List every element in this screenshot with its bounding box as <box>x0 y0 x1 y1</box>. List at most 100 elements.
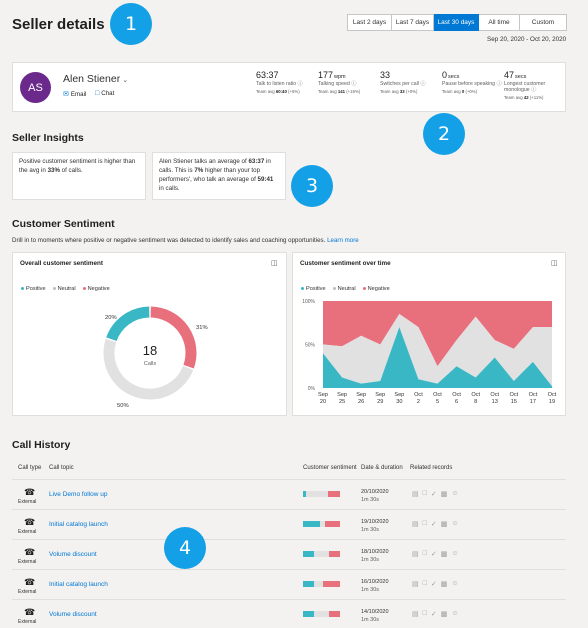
note-icon[interactable]: □ <box>422 610 427 617</box>
col-date[interactable]: Date & duration <box>361 465 403 471</box>
record-icon[interactable]: ▤ <box>412 491 419 498</box>
call-type: External <box>18 589 37 595</box>
donut-label-negative: 31% <box>196 325 208 331</box>
donut-center-label: Calls <box>144 361 156 367</box>
y-tick-label: 100% <box>302 299 315 305</box>
range-last-2-days[interactable]: Last 2 days <box>347 14 392 31</box>
note-icon[interactable]: □ <box>422 580 427 587</box>
chevron-down-icon[interactable]: ⌄ <box>122 77 129 84</box>
contact-icon[interactable]: ☺ <box>451 610 459 617</box>
phone-icon: ☎ <box>24 547 36 557</box>
contact-icon[interactable]: ☺ <box>451 520 459 527</box>
sentiment-negative <box>328 491 340 497</box>
info-icon: ⓘ <box>420 81 426 87</box>
metric-team-avg: Team avg 33 (+0%) <box>380 89 418 95</box>
seller-name-text: Alen Stiener <box>63 73 121 85</box>
call-topic-link[interactable]: Volume discount <box>49 611 97 618</box>
learn-more-link[interactable]: Learn more <box>327 237 359 244</box>
sentiment-neutral <box>314 581 324 587</box>
sentiment-over-time-card: Customer sentiment over time ◫ Positive … <box>292 252 566 416</box>
sentiment-negative <box>328 611 340 617</box>
task-icon[interactable]: ✓ <box>430 611 437 618</box>
donut-slice-positive <box>106 306 150 342</box>
metric-team-avg: Team avg 0 (+0%) <box>442 89 478 95</box>
email-label: Email <box>70 90 87 98</box>
donut-slice-negative <box>150 306 197 369</box>
contact-icon[interactable]: ☺ <box>451 550 459 557</box>
table-row[interactable]: ☎ External Initial catalog launch 16/10/202… <box>12 570 566 600</box>
table-row[interactable]: ☎ External Volume discount 14/10/2020 1m 30s… <box>12 600 566 628</box>
sentiment-title: Customer Sentiment <box>12 218 115 230</box>
task-icon[interactable]: ✓ <box>430 581 437 588</box>
record-icon[interactable]: ▤ <box>412 581 419 588</box>
x-tick-label: Sep 30 <box>394 392 404 405</box>
expand-icon[interactable]: ◫ <box>271 260 278 267</box>
table-row[interactable]: ☎ External Live Demo follow up 20/10/2020 1m… <box>12 480 566 510</box>
overtime-title: Customer sentiment over time <box>300 260 391 267</box>
table-divider <box>12 479 566 480</box>
task-icon[interactable]: ✓ <box>430 551 437 558</box>
call-date: 18/10/2020 <box>361 549 389 555</box>
date-duration: 19/10/2020 1m 30s <box>361 518 389 535</box>
contact-icon[interactable]: ☺ <box>451 490 459 497</box>
x-tick-label: Oct 13 <box>490 392 499 405</box>
call-date: 19/10/2020 <box>361 519 389 525</box>
sentiment-bar <box>303 611 340 617</box>
table-row[interactable]: ☎ External Volume discount 18/10/2020 1m 30s… <box>12 540 566 570</box>
call-topic-link[interactable]: Initial catalog launch <box>49 581 108 588</box>
call-topic-link[interactable]: Initial catalog launch <box>49 521 108 528</box>
note-icon[interactable]: □ <box>422 550 427 557</box>
date-duration: 20/10/2020 1m 30s <box>361 488 389 505</box>
date-duration: 16/10/2020 1m 30s <box>361 578 389 595</box>
range-last-30-days[interactable]: Last 30 days <box>434 14 479 31</box>
range-last-7-days[interactable]: Last 7 days <box>392 14 434 31</box>
email-link[interactable]: ✉ Email <box>63 90 87 99</box>
x-tick-label: Oct 17 <box>529 392 538 405</box>
call-date: 16/10/2020 <box>361 579 389 585</box>
seller-name[interactable]: Alen Stiener ⌄ <box>63 73 128 85</box>
area-chart: 100% 50% 0%Sep 20 Sep 25 Sep 26 Sep 29 Sep 30 Oct 2 Oc… <box>302 299 557 405</box>
chat-link[interactable]: □ Chat <box>95 90 114 97</box>
note-icon[interactable]: □ <box>422 520 427 527</box>
task-icon[interactable]: ✓ <box>430 521 437 528</box>
metric-value: 33 <box>380 70 391 80</box>
metric-team-avg: Team avg 42 (+11%) <box>504 95 544 101</box>
call-topic-link[interactable]: Volume discount <box>49 551 97 558</box>
legend-negative: Negative <box>362 286 390 292</box>
document-icon[interactable]: ▩ <box>440 611 448 618</box>
donut-label-neutral: 50% <box>117 403 129 409</box>
document-icon[interactable]: ▩ <box>440 521 448 528</box>
call-topic-link[interactable]: Live Demo follow up <box>49 491 108 498</box>
date-duration: 18/10/2020 1m 30s <box>361 548 389 565</box>
col-sentiment[interactable]: Customer sentiment <box>303 465 357 471</box>
task-icon[interactable]: ✓ <box>430 491 437 498</box>
document-icon[interactable]: ▩ <box>440 551 448 558</box>
y-tick-label: 50% <box>305 343 316 349</box>
expand-icon[interactable]: ◫ <box>551 260 558 267</box>
range-all-time[interactable]: All time <box>479 14 520 31</box>
date-range-selector: Last 2 days Last 7 days Last 30 days All… <box>347 14 567 31</box>
sentiment-positive <box>303 521 320 527</box>
col-call-type[interactable]: Call type <box>18 465 42 471</box>
chart-legend: Positive Neutral Negative <box>301 286 390 292</box>
related-records: ▤ □ ✓ ▩ ☺ <box>412 580 459 588</box>
range-custom[interactable]: Custom <box>520 14 567 31</box>
col-call-topic[interactable]: Call topic <box>49 465 74 471</box>
metric-value: 63:37 <box>256 70 279 80</box>
document-icon[interactable]: ▩ <box>440 581 448 588</box>
table-row[interactable]: ☎ External Initial catalog launch 19/10/202… <box>12 510 566 540</box>
record-icon[interactable]: ▤ <box>412 551 419 558</box>
document-icon[interactable]: ▩ <box>440 491 448 498</box>
chat-label: Chat <box>101 90 115 97</box>
x-tick-label: Sep 29 <box>375 392 385 405</box>
info-icon: ⓘ <box>496 81 502 87</box>
metric-label: Talking speed ⓘ <box>318 81 357 87</box>
record-icon[interactable]: ▤ <box>412 611 419 618</box>
metric-talking-speed: 177wpm Talking speed ⓘ Team avg 141 (+19… <box>318 70 380 94</box>
sentiment-neutral <box>314 611 329 617</box>
note-icon[interactable]: □ <box>422 490 427 497</box>
callout-4: 4 <box>164 527 206 569</box>
x-tick-label: Oct 19 <box>548 392 557 405</box>
contact-icon[interactable]: ☺ <box>451 580 459 587</box>
record-icon[interactable]: ▤ <box>412 521 419 528</box>
